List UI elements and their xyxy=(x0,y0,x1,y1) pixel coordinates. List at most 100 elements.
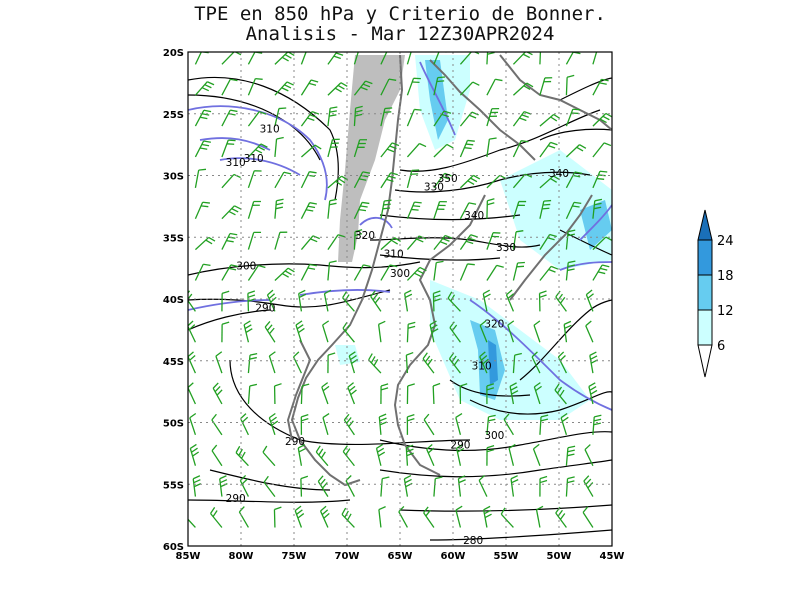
latitude-label: 45S xyxy=(163,357,184,368)
wind-barb xyxy=(188,320,197,343)
wind-barb xyxy=(380,52,388,65)
wind-barb xyxy=(353,229,363,250)
wind-barb xyxy=(247,290,256,312)
wind-barb xyxy=(486,444,495,466)
wind-barb xyxy=(592,52,598,65)
wind-barb xyxy=(565,74,575,96)
wind-barb xyxy=(353,264,371,281)
wind-barb xyxy=(221,264,239,281)
wind-barb xyxy=(406,108,422,127)
latitude-label: 60S xyxy=(163,542,184,553)
contour-label: 310 xyxy=(384,248,404,260)
contour-label: 330 xyxy=(496,242,516,254)
wind-barb xyxy=(189,443,200,466)
contour-labels: 3103103103503303403403203303103003002903… xyxy=(226,124,569,547)
wind-barb xyxy=(512,140,529,158)
wind-barb xyxy=(505,289,515,312)
latitude-label: 25S xyxy=(163,110,184,121)
wind-barb xyxy=(447,291,461,312)
wind-barb xyxy=(322,412,330,436)
wind-barb xyxy=(406,52,412,65)
wind-barb xyxy=(268,351,276,374)
wind-barb xyxy=(221,78,238,96)
longitude-label: 65W xyxy=(388,551,413,562)
tpe-contours xyxy=(188,76,612,541)
wind-barb xyxy=(194,263,211,281)
wind-barb xyxy=(486,52,495,65)
wind-barb xyxy=(560,412,569,436)
wind-barb xyxy=(512,111,532,127)
wind-barb xyxy=(588,382,598,405)
wind-barb xyxy=(486,78,503,96)
wind-barb xyxy=(247,170,262,189)
wind-barb xyxy=(262,445,276,467)
wind-barb xyxy=(479,320,488,343)
colorbar-label: 24 xyxy=(717,234,734,249)
colorbar-label: 18 xyxy=(717,269,734,284)
wind-barb xyxy=(327,138,340,158)
colorbar-label: 6 xyxy=(717,339,725,354)
wind-barb xyxy=(555,290,567,312)
wind-barb xyxy=(274,171,292,189)
wind-barb xyxy=(221,173,241,189)
wind-barb xyxy=(565,52,581,65)
wind-barb xyxy=(341,507,355,528)
wind-barb xyxy=(274,136,284,158)
longitude-label: 55W xyxy=(494,551,519,562)
wind-barb xyxy=(539,199,552,219)
wind-barb xyxy=(426,443,435,466)
wind-barb xyxy=(482,505,492,528)
wind-barb xyxy=(221,139,236,158)
map-gridlines xyxy=(188,52,612,546)
wind-barb xyxy=(583,475,594,497)
wind-barb xyxy=(563,320,572,343)
wind-barb xyxy=(459,139,475,158)
wind-barb xyxy=(584,444,594,467)
wind-barb xyxy=(210,507,223,528)
wind-barb xyxy=(353,80,373,96)
wind-barb xyxy=(433,476,443,497)
wind-barb xyxy=(555,506,567,528)
contour-label: 320 xyxy=(484,319,504,331)
wind-barb xyxy=(247,352,258,374)
wind-barb xyxy=(433,52,447,65)
wind-barb xyxy=(274,107,287,127)
wind-barb xyxy=(455,505,463,528)
wind-barb xyxy=(539,475,548,497)
wind-barb xyxy=(406,77,421,96)
wind-barb xyxy=(221,321,230,343)
wind-barb xyxy=(592,414,602,435)
wind-barb xyxy=(486,198,495,219)
wind-barb xyxy=(243,320,253,343)
moisture-shading xyxy=(335,55,612,420)
wind-barb xyxy=(377,320,386,343)
wind-barb xyxy=(459,263,475,281)
contour-label: 290 xyxy=(450,440,470,452)
wind-barb xyxy=(510,475,519,497)
wind-barb xyxy=(554,383,567,405)
wind-barb xyxy=(405,351,414,374)
contour-label: 310 xyxy=(244,153,264,165)
wind-barb xyxy=(300,52,314,65)
wind-barb xyxy=(235,445,249,467)
wind-barb xyxy=(353,201,370,220)
wind-barb xyxy=(429,320,439,343)
wind-barb xyxy=(300,144,322,158)
wind-barb xyxy=(194,201,210,219)
wind-barb xyxy=(263,475,276,497)
wind-barb xyxy=(503,413,514,436)
wind-barb xyxy=(433,110,452,127)
wind-barb xyxy=(459,111,479,127)
wind-barb xyxy=(532,443,541,466)
colorbar-top-triangle xyxy=(697,209,713,241)
wind-barb xyxy=(582,506,594,528)
wind-barb xyxy=(380,172,398,189)
terrain-mask xyxy=(338,55,405,262)
wind-barb xyxy=(422,352,435,374)
latitude-label: 50S xyxy=(163,419,184,430)
wind-barb xyxy=(327,198,338,219)
wind-barb xyxy=(585,320,594,343)
wind-barb xyxy=(370,290,382,312)
contour-label: 300 xyxy=(236,261,256,273)
wind-barb xyxy=(433,172,452,189)
